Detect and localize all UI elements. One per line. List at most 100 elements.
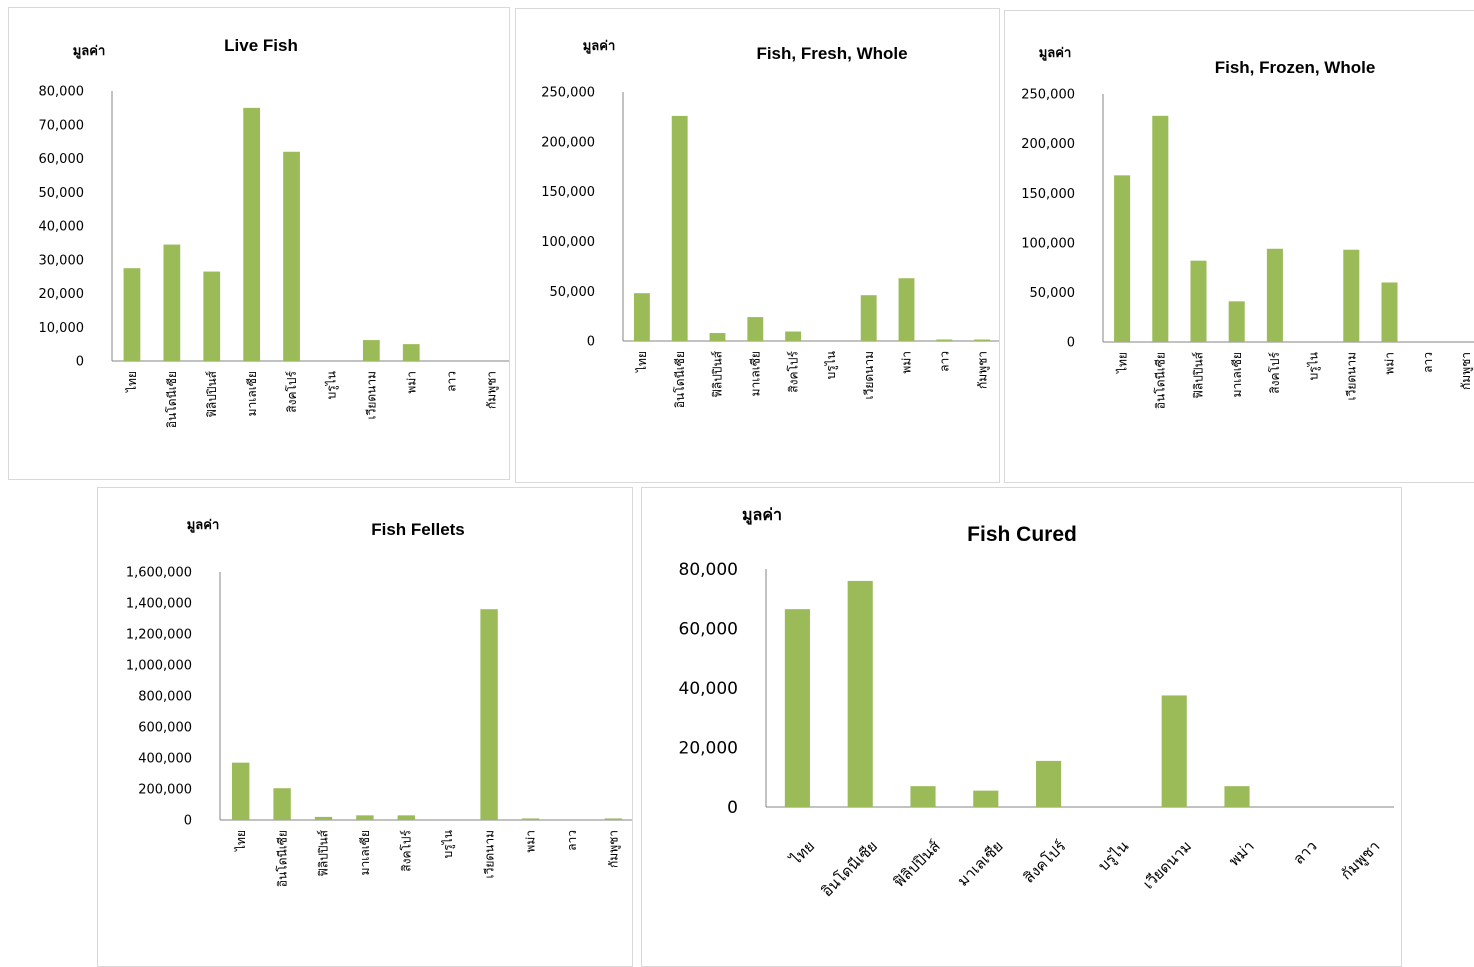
bar (163, 244, 181, 361)
x-category-label: บรูไน (1094, 837, 1132, 875)
y-axis-unit-label: มูลค่า (73, 44, 106, 59)
bar (860, 295, 877, 341)
bar (847, 580, 873, 807)
bar (633, 293, 650, 341)
y-tick-label: 20,000 (39, 287, 85, 302)
x-category-label: มาเลเซีย (358, 830, 372, 875)
bar (973, 790, 999, 807)
y-tick-label: 200,000 (138, 783, 192, 798)
y-axis-unit-label: มูลค่า (742, 505, 782, 526)
x-category-label: พม่า (1225, 837, 1258, 870)
bar (273, 788, 291, 820)
x-category-label: พม่า (404, 371, 418, 394)
bar (1036, 760, 1062, 807)
y-axis-unit-label: มูลค่า (187, 518, 220, 533)
bar (784, 609, 810, 807)
x-category-label: มาเลเซีย (245, 371, 259, 416)
x-category-label: บรูไน (441, 830, 456, 858)
chart-title: Fish, Frozen, Whole (1215, 58, 1376, 77)
bar (785, 331, 802, 341)
x-category-label: ลาว (1421, 352, 1435, 373)
bar (1152, 115, 1169, 342)
y-tick-label: 250,000 (541, 86, 595, 101)
bar (747, 317, 764, 341)
x-category-label: กัมพูชา (1459, 352, 1474, 390)
x-category-label: อินโดนีเซีย (165, 371, 179, 428)
x-category-label: ไทย (234, 830, 248, 852)
x-category-label: อินโดนีเซีย (818, 837, 881, 900)
bar (709, 333, 726, 341)
x-category-label: เวียดนาม (1345, 352, 1359, 401)
y-tick-label: 0 (184, 814, 192, 829)
y-tick-label: 400,000 (138, 752, 192, 767)
chart-fish-fellets: มูลค่า Fish Fellets 0 200,000 400,000 600,000… (126, 518, 632, 887)
x-category-label: กัมพูชา (607, 830, 622, 868)
y-tick-label: 10,000 (39, 321, 85, 336)
x-category-label: ไทย (125, 371, 139, 393)
y-tick-label: 1,200,000 (126, 628, 192, 643)
x-category-label: ลาว (938, 351, 952, 372)
y-tick-label: 1,000,000 (126, 659, 192, 674)
bar (397, 815, 415, 820)
x-category-label: ไทย (786, 837, 818, 869)
y-tick-label: 800,000 (138, 690, 192, 705)
x-category-label: พม่า (900, 351, 914, 374)
x-category-label: ฟิลิปปินส์ (1192, 351, 1206, 398)
x-category-label: พม่า (524, 830, 538, 853)
y-tick-label: 70,000 (39, 118, 85, 133)
chart-fish-frozen-whole: มูลค่า Fish, Frozen, Whole 0 50,000 100,000 1… (1021, 46, 1474, 409)
y-tick-label: 200,000 (1021, 137, 1075, 152)
y-tick-label: 150,000 (541, 185, 595, 200)
x-category-label: เวียดนาม (482, 830, 496, 879)
y-tick-label: 600,000 (138, 721, 192, 736)
y-tick-label: 150,000 (1021, 187, 1075, 202)
bar (898, 278, 915, 341)
x-category-label: ไทย (1115, 352, 1129, 374)
x-category-label: ฟิลิปปินส์ (205, 370, 219, 417)
x-category-label: อินโดนีเซีย (1154, 352, 1168, 409)
chart-fish-cured: มูลค่า Fish Cured 0 20,000 40,000 60,000 80,00… (679, 505, 1394, 900)
chart-panel-fish-cured: มูลค่า Fish Cured 0 20,000 40,000 60,000 80,00… (641, 487, 1402, 967)
y-tick-label: 250,000 (1021, 88, 1075, 103)
bar (283, 151, 300, 361)
y-tick-label: 1,400,000 (126, 597, 192, 612)
x-category-label: สิงคโปร์ (400, 829, 414, 871)
x-category-label: บรูไน (824, 351, 839, 379)
bar (402, 344, 420, 361)
x-category-label: มาเลเซีย (749, 351, 763, 396)
bar (480, 609, 498, 820)
bar (1190, 260, 1207, 342)
y-tick-label: 200,000 (541, 135, 595, 150)
chart-live-fish: มูลค่า Live Fish 0 10,000 20,000 30,000 40,000… (39, 36, 509, 428)
chart-panel-fish-fresh-whole: มูลค่า Fish, Fresh, Whole 0 50,000 100,000 15… (515, 8, 1000, 483)
y-tick-label: 100,000 (1021, 236, 1075, 251)
y-tick-label: 50,000 (1030, 286, 1076, 301)
x-category-label: เวียดนาม (862, 351, 876, 400)
y-tick-label: 60,000 (39, 152, 85, 167)
chart-title: Fish, Fresh, Whole (756, 44, 907, 63)
x-category-label: อินโดนีเซีย (275, 830, 289, 887)
bar (203, 271, 221, 361)
x-category-label: สิงคโปร์ (1268, 351, 1282, 393)
chart-title: Fish Cured (967, 523, 1077, 546)
x-category-label: กัมพูชา (975, 351, 990, 389)
chart-panel-fish-fellets: มูลค่า Fish Fellets 0 200,000 400,000 600,000… (97, 487, 633, 967)
y-tick-label: 0 (76, 355, 84, 370)
x-category-label: บรูไน (325, 371, 340, 399)
x-category-label: เวียดนาม (1139, 837, 1195, 893)
y-tick-label: 50,000 (39, 186, 85, 201)
y-tick-label: 50,000 (550, 285, 596, 300)
bar (974, 339, 991, 341)
bar (362, 340, 380, 361)
y-tick-label: 80,000 (679, 560, 738, 580)
y-tick-label: 1,600,000 (126, 566, 192, 581)
bar (910, 786, 936, 807)
bar (1228, 301, 1245, 342)
x-category-label: กัมพูชา (1337, 837, 1383, 883)
bar (521, 818, 540, 820)
bar (1161, 695, 1187, 807)
chart-panel-fish-frozen-whole: มูลค่า Fish, Frozen, Whole 0 50,000 100,000 1… (1004, 10, 1474, 483)
bar (1114, 175, 1131, 342)
bar (1266, 248, 1283, 342)
x-category-label: เวียดนาม (365, 371, 379, 420)
